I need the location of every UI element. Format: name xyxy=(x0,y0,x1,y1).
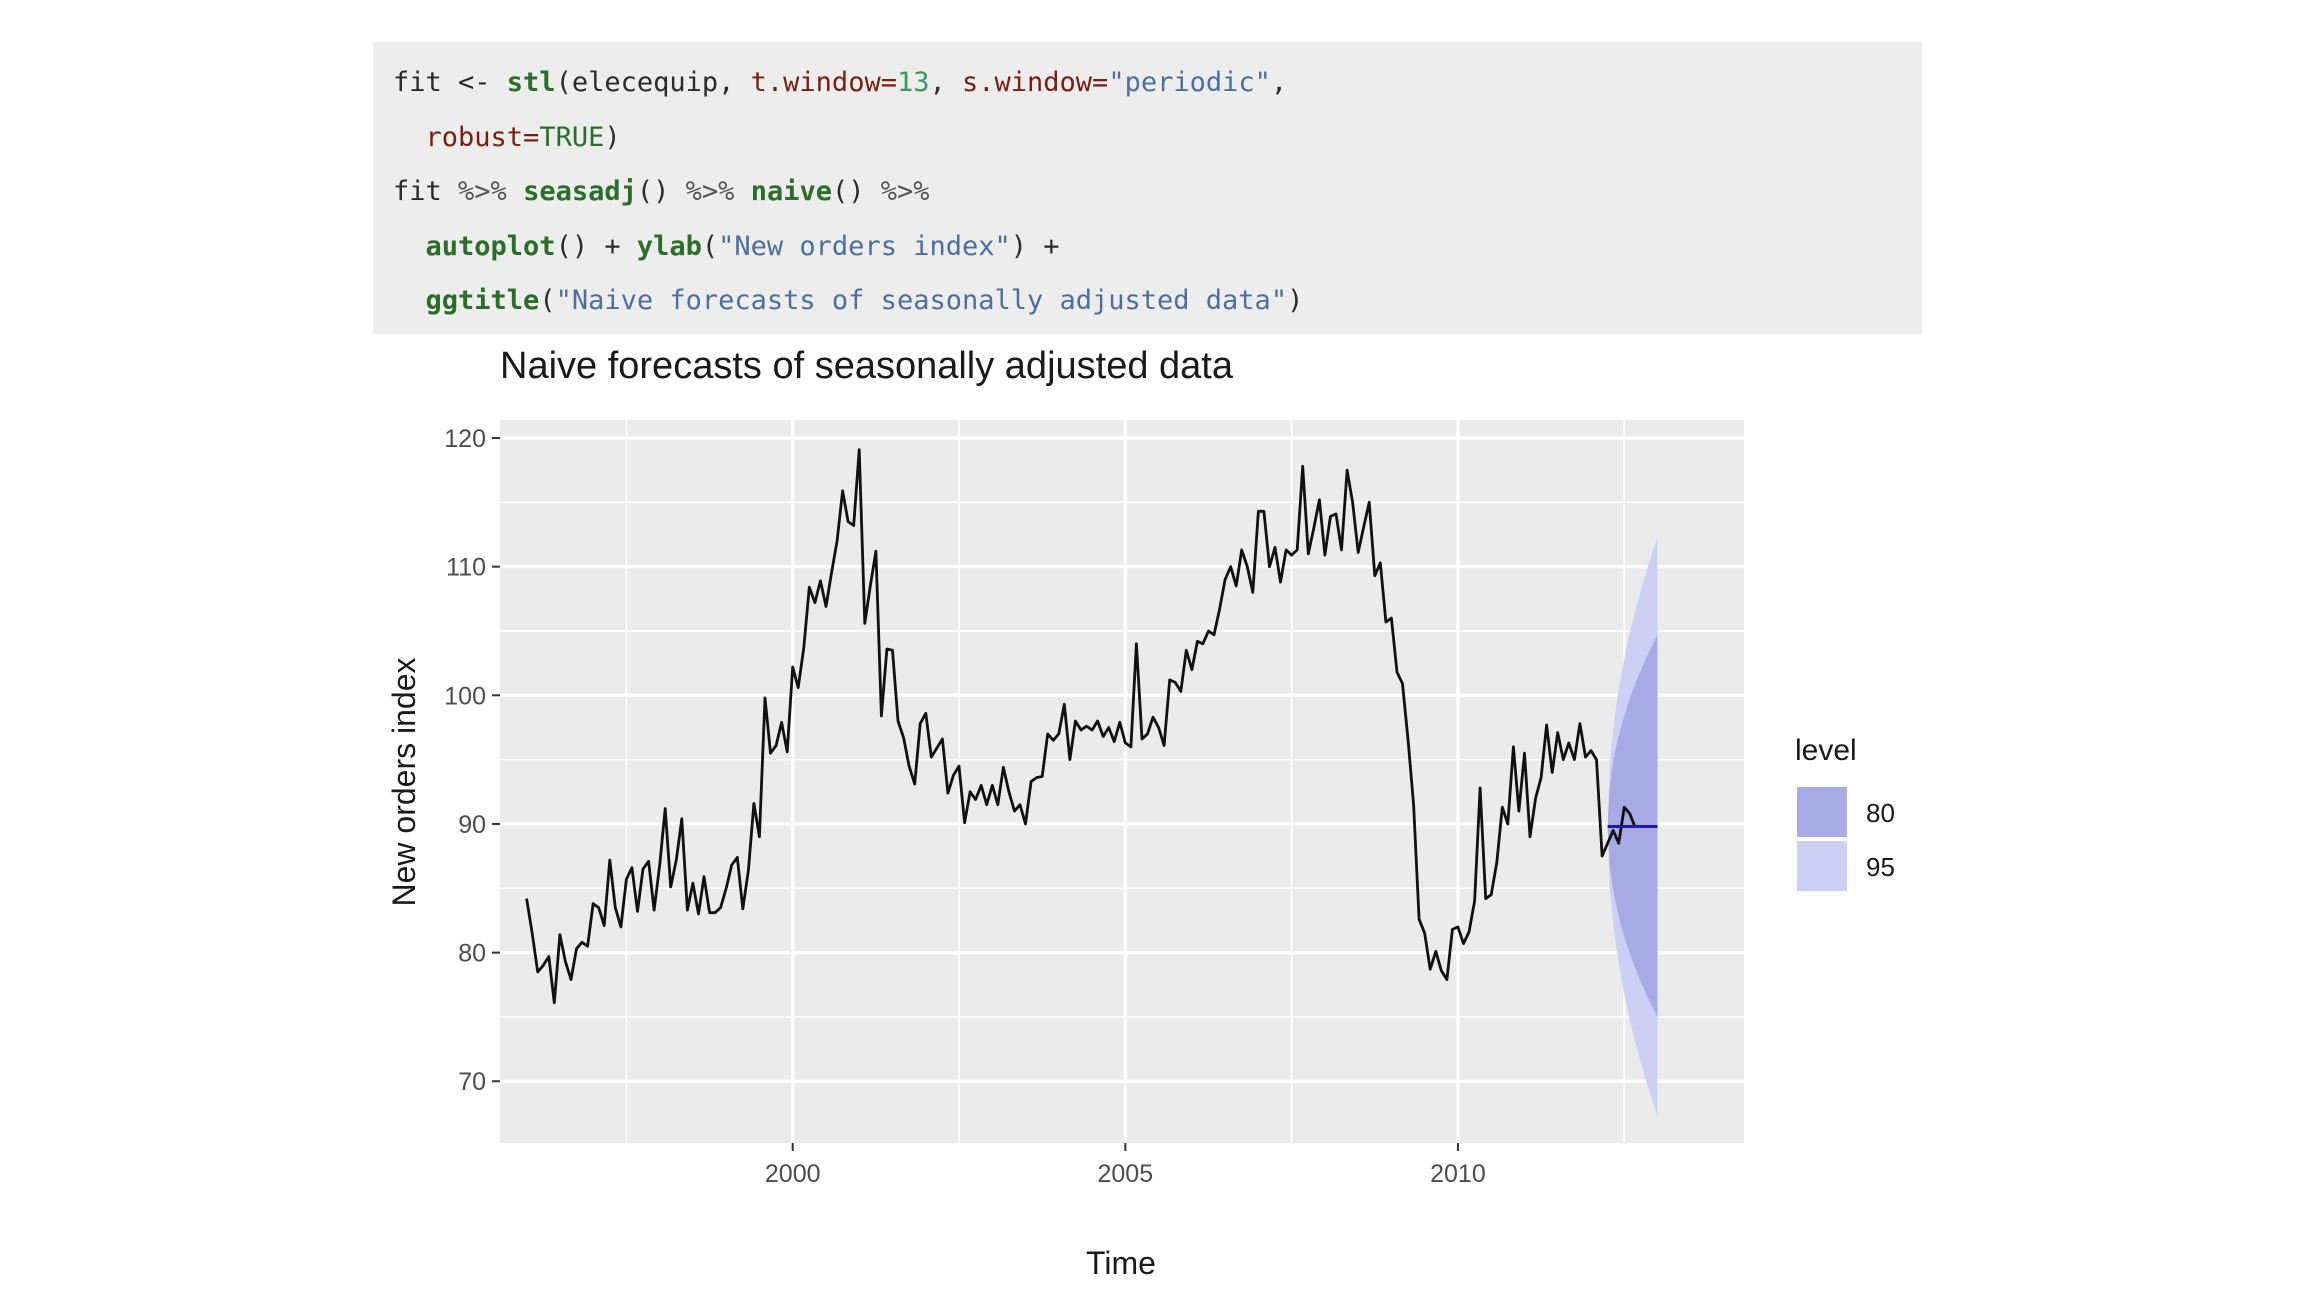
code-token: ) + xyxy=(1010,230,1060,262)
code-line: fit %>% seasadj() %>% naive() %>% xyxy=(393,169,1922,224)
code-token: ( xyxy=(539,285,556,316)
code-line: robust=TRUE) xyxy=(393,115,1922,170)
y-axis: 70 80 90 100 110 120 xyxy=(444,425,500,1096)
legend: level 80 95 xyxy=(1795,734,1895,891)
code-token: ) xyxy=(604,121,621,153)
y-tick-label: 90 xyxy=(458,811,486,839)
code-token: "Naive forecasts of seasonally adjusted … xyxy=(555,285,1288,316)
code-line: ggtitle("Naive forecasts of seasonally a… xyxy=(393,278,1922,333)
code-token: s.window= xyxy=(962,67,1109,98)
series-line xyxy=(525,448,1637,1005)
code-token xyxy=(393,231,426,262)
grid-lines xyxy=(500,420,1744,1143)
y-tick-label: 80 xyxy=(458,940,486,968)
code-token: %>% xyxy=(880,176,930,207)
code-token xyxy=(393,122,426,153)
code-token: () xyxy=(831,176,881,207)
code-token: ggtitle xyxy=(425,285,540,316)
y-tick-label: 100 xyxy=(444,682,486,710)
code-token xyxy=(393,285,426,316)
code-token: () xyxy=(636,176,686,207)
legend-label: 80 xyxy=(1866,798,1895,828)
code-token: "New orders index" xyxy=(718,230,1011,262)
x-tick-label: 2000 xyxy=(765,1160,821,1188)
code-token: (elecequip, xyxy=(555,67,751,98)
code-token: ) xyxy=(1287,285,1304,316)
legend-title: level xyxy=(1795,734,1857,767)
code-line: fit <- stl(elecequip, t.window=13, s.win… xyxy=(393,60,1922,115)
code-token: stl xyxy=(506,67,556,98)
y-tick-label: 70 xyxy=(458,1068,486,1096)
code-token: robust= xyxy=(425,121,540,153)
code-token: 13 xyxy=(896,67,930,98)
code-token: , xyxy=(929,67,962,98)
code-token: , xyxy=(1270,67,1288,98)
code-token: fit <- xyxy=(393,67,507,98)
code-token: fit xyxy=(393,176,459,207)
code-token: () + xyxy=(555,230,637,262)
chart-title: Naive forecasts of seasonally adjusted d… xyxy=(500,345,1234,387)
plot-panel xyxy=(500,420,1744,1143)
y-tick-label: 110 xyxy=(446,554,486,582)
y-axis-title: New orders index xyxy=(386,658,422,907)
code-token: naive xyxy=(750,176,832,207)
x-tick-label: 2005 xyxy=(1098,1160,1154,1188)
code-token: %>% xyxy=(458,176,507,207)
legend-key-95 xyxy=(1797,841,1847,891)
code-token: %>% xyxy=(685,176,735,207)
code-token: seasadj xyxy=(523,176,637,207)
code-token: ( xyxy=(701,230,719,262)
code-token: t.window= xyxy=(750,67,897,98)
code-token: "periodic" xyxy=(1108,67,1271,98)
code-token xyxy=(734,176,750,207)
x-tick-label: 2010 xyxy=(1430,1160,1486,1188)
legend-key-80 xyxy=(1797,787,1847,837)
legend-label: 95 xyxy=(1866,852,1895,882)
x-axis: 2000 2005 2010 xyxy=(765,1143,1486,1188)
code-block: fit <- stl(elecequip, t.window=13, s.win… xyxy=(373,42,1922,334)
code-token xyxy=(507,176,523,207)
code-line: autoplot() + ylab("New orders index") + xyxy=(393,224,1922,279)
y-tick-label: 120 xyxy=(444,425,486,453)
code-token: ylab xyxy=(636,230,702,262)
forecast-chart: Naive forecasts of seasonally adjusted d… xyxy=(386,345,1895,1281)
code-token: TRUE xyxy=(539,121,605,153)
x-axis-title: Time xyxy=(1086,1245,1156,1281)
code-token: autoplot xyxy=(425,230,556,262)
